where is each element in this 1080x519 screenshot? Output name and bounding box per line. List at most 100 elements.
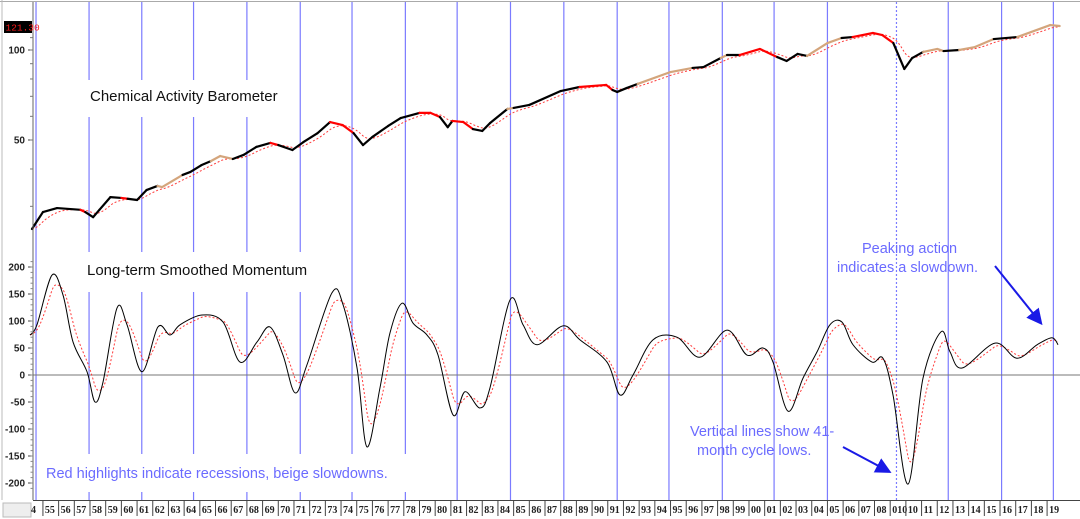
x-tick-label: 01 <box>767 505 777 516</box>
x-tick-label: 03 <box>798 505 808 516</box>
cab-segment-normal <box>126 197 139 202</box>
cycle-note-line1: Vertical lines show 41- <box>690 424 834 440</box>
y-axis: 100 50 200 150 100 50 0 -50 -100 -150 -200 <box>5 2 34 500</box>
cab-segment-slowdown <box>936 47 945 53</box>
x-axis: 4 55 56 57 58 59 60 61 62 63 64 65 66 67 68 69 70 71 72 73 7… <box>0 500 1080 519</box>
x-tick-label: 63 <box>170 505 180 516</box>
x-tick-label: 65 <box>202 505 212 516</box>
cab-segment-normal <box>231 153 245 161</box>
cab-segment-recession <box>881 33 895 45</box>
x-tick-label: 07 <box>861 505 871 516</box>
cab-segment-recession <box>578 83 608 89</box>
peak-arrow-icon <box>994 265 1043 326</box>
cab-segment-normal <box>559 85 581 93</box>
recession-note: Red highlights indicate recessions, beig… <box>46 466 388 482</box>
cab-segment-normal <box>371 124 390 139</box>
x-tick-label: 64 <box>186 505 196 516</box>
x-tick-label: 80 <box>437 505 447 516</box>
x-tick-label: 91 <box>610 505 620 516</box>
x-tick-label: 10 <box>908 505 918 516</box>
x-tick-label: 79 <box>421 505 431 516</box>
x-tick-label: 90 <box>594 505 604 516</box>
cycle-note-line2: month cycle lows. <box>697 443 811 459</box>
momentum-line <box>29 273 1059 485</box>
momentum-y-tick-label: -50 <box>11 398 26 409</box>
cab-segment-normal <box>387 116 402 128</box>
x-tick-label: 59 <box>108 505 118 516</box>
x-tick-label: 98 <box>720 505 730 516</box>
cab-segment-normal <box>892 41 906 71</box>
momentum-y-tick-label: -150 <box>5 452 25 463</box>
x-tick-label: 11 <box>924 505 933 516</box>
cab-segment-normal <box>702 56 722 69</box>
x-tick-label: 95 <box>673 505 683 516</box>
cab-segment-recession <box>738 47 762 57</box>
cab-segment-normal <box>181 170 192 177</box>
x-tick-label: 62 <box>155 505 165 516</box>
x-tick-label: 70 <box>280 505 290 516</box>
x-tick-label: 57 <box>76 505 86 516</box>
x-tick-label: 77 <box>390 505 400 516</box>
x-tick-label: 84 <box>500 505 510 516</box>
x-tick-label: 67 <box>233 505 243 516</box>
momentum-series <box>29 273 1059 485</box>
cab-segment-slowdown <box>1049 23 1061 28</box>
cab-segment-normal <box>438 115 449 129</box>
x-tick-label: 82 <box>469 505 479 516</box>
cab-segment-normal <box>55 206 82 211</box>
cab-segment-normal <box>911 50 925 60</box>
peak-note-line2: indicates a slowdown. <box>837 260 978 276</box>
cab-segment-normal <box>145 184 159 192</box>
x-tick-label: 94 <box>657 505 667 516</box>
cab-segment-normal <box>316 120 332 135</box>
x-tick-label: 75 <box>359 505 369 516</box>
cab-segment-recession <box>328 120 344 127</box>
momentum-y-tick-label: 150 <box>8 290 25 301</box>
x-tick-label: 88 <box>563 505 573 516</box>
momentum-panel: Long-term Smoothed Momentum <box>29 262 1080 485</box>
cab-segment-normal <box>481 121 492 133</box>
cab-segment-normal <box>352 132 365 147</box>
cycle-lines <box>35 2 1054 500</box>
cab-segment-normal <box>796 52 809 58</box>
x-tick-label: 71 <box>296 505 306 516</box>
cab-segment-normal <box>446 119 454 129</box>
x-tick-label: 86 <box>531 505 541 516</box>
cab-segment-slowdown <box>973 37 995 49</box>
cab-segment-normal <box>625 82 639 90</box>
cycle-arrow-icon <box>842 446 892 473</box>
cab-segment-normal <box>135 188 148 202</box>
peak-note-line1: Peaking action <box>862 241 957 257</box>
cab-segment-normal <box>302 132 319 144</box>
cab-y-tick-label: 100 <box>8 46 25 57</box>
cab-segment-normal <box>189 164 203 174</box>
x-tick-label: 89 <box>578 505 588 516</box>
cab-segment-recession <box>269 141 280 147</box>
x-tick-label: 58 <box>92 505 102 516</box>
cab-segment-normal <box>30 210 45 231</box>
cab-segment-slowdown <box>719 53 729 60</box>
momentum-y-tick-label: 50 <box>14 344 26 355</box>
cab-segment-recession <box>451 119 465 124</box>
x-tick-label: 93 <box>641 505 651 516</box>
cab-segment-slowdown <box>161 173 184 189</box>
cab-segment-slowdown <box>805 41 829 58</box>
cab-y-tick-label: 50 <box>14 136 26 147</box>
cab-segment-slowdown <box>1016 23 1052 39</box>
momentum-y-tick-label: 100 <box>8 317 25 328</box>
cab-segment-normal <box>528 89 562 107</box>
x-tick-label: 96 <box>688 505 698 516</box>
x-tick-label: 69 <box>265 505 275 516</box>
x-tick-label: 12 <box>939 505 949 516</box>
cab-segment-slowdown <box>922 47 939 54</box>
x-tick-label: 08 <box>877 505 887 516</box>
x-tick-label: 72 <box>312 505 322 516</box>
cab-segment-normal <box>361 135 374 147</box>
cab-segment-normal <box>616 86 628 94</box>
cab-segment-slowdown <box>958 45 977 52</box>
x-tick-label: 13 <box>955 505 965 516</box>
x-tick-label: 15 <box>986 505 996 516</box>
cab-segment-recession <box>758 47 779 59</box>
x-tick-label: 83 <box>484 505 494 516</box>
